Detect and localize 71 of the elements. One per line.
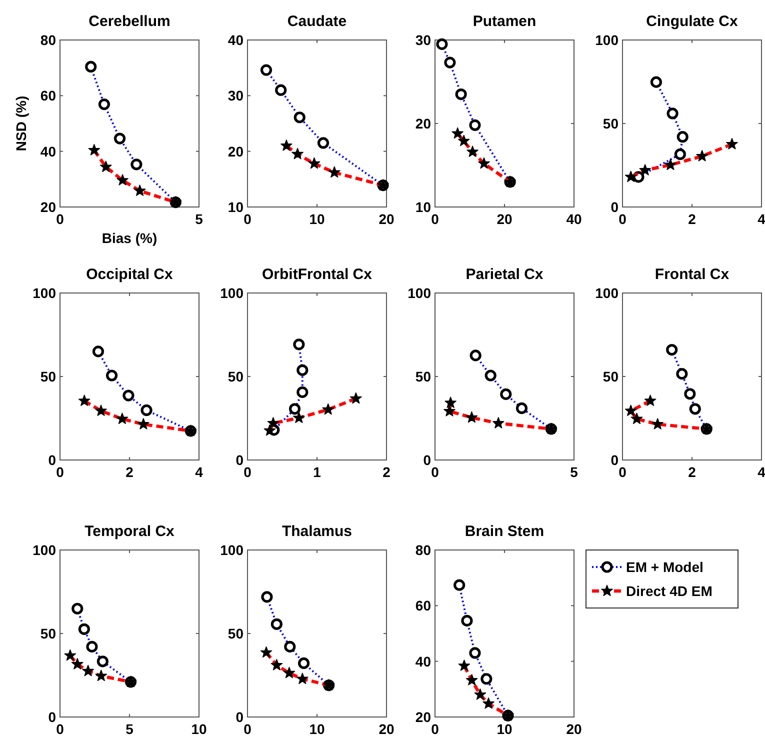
x-tick-label: 20 xyxy=(496,211,512,227)
y-tick-label: 0 xyxy=(48,709,56,725)
x-tick-label: 2 xyxy=(126,464,134,480)
legend-label: EM + Model xyxy=(626,559,704,575)
x-tick-label: 40 xyxy=(566,211,582,227)
x-tick-label: 20 xyxy=(566,721,582,737)
y-tick-label: 100 xyxy=(32,285,56,301)
y-axis-title: NSD (%) xyxy=(13,96,29,152)
x-tick-label: 4 xyxy=(758,464,765,480)
y-tick-label: 60 xyxy=(40,88,56,104)
y-tick-label: 60 xyxy=(415,598,432,614)
y-tick-label: 50 xyxy=(415,368,432,384)
x-tick-label: 1 xyxy=(313,464,322,480)
x-tick-label: 10 xyxy=(309,211,325,227)
y-tick-label: 0 xyxy=(423,452,432,468)
x-tick-label: 2 xyxy=(688,211,696,227)
y-tick-label: 100 xyxy=(32,542,56,558)
x-axis-title: Bias (%) xyxy=(102,230,158,246)
legend-label: Direct 4D EM xyxy=(626,583,712,599)
chart-title: OrbitFrontal Cx xyxy=(262,266,373,283)
y-tick-label: 100 xyxy=(220,285,244,301)
x-tick-label: 10 xyxy=(496,721,512,737)
x-tick-label: 4 xyxy=(758,211,765,227)
x-tick-label: 5 xyxy=(126,721,134,737)
x-tick-label: 5 xyxy=(195,211,204,227)
x-tick-label: 20 xyxy=(378,211,394,227)
x-tick-label: 4 xyxy=(195,464,204,480)
chart-title: Temporal Cx xyxy=(84,523,176,540)
chart-title: Parietal Cx xyxy=(466,266,544,283)
y-tick-label: 10 xyxy=(228,199,244,215)
y-tick-label: 50 xyxy=(40,626,56,642)
chart-title: Brain Stem xyxy=(464,523,544,540)
y-tick-label: 20 xyxy=(40,199,56,215)
chart-title: Thalamus xyxy=(282,523,352,540)
y-tick-label: 100 xyxy=(595,32,619,48)
chart-title: Putamen xyxy=(472,13,536,30)
y-tick-label: 50 xyxy=(40,368,56,384)
x-tick-label: 20 xyxy=(378,721,394,737)
y-tick-label: 30 xyxy=(415,32,432,48)
x-tick-label: 10 xyxy=(191,721,207,737)
y-tick-label: 50 xyxy=(602,116,619,132)
chart-title: Occipital Cx xyxy=(86,266,174,283)
chart-title: Cerebellum xyxy=(88,13,170,30)
y-tick-label: 80 xyxy=(40,32,56,48)
y-tick-label: 20 xyxy=(415,709,432,725)
y-tick-label: 20 xyxy=(228,143,244,160)
chart-title: Caudate xyxy=(287,13,347,30)
y-tick-label: 50 xyxy=(228,626,244,642)
chart-title: Frontal Cx xyxy=(654,266,730,283)
y-tick-label: 20 xyxy=(415,116,432,132)
y-tick-label: 80 xyxy=(415,542,432,558)
y-tick-label: 50 xyxy=(228,368,244,384)
x-tick-label: 2 xyxy=(382,464,391,480)
y-tick-label: 50 xyxy=(602,368,619,384)
y-tick-label: 100 xyxy=(595,285,619,301)
y-tick-label: 100 xyxy=(220,542,244,558)
x-tick-label: 5 xyxy=(570,464,578,480)
y-tick-label: 100 xyxy=(408,285,432,301)
y-tick-label: 0 xyxy=(610,199,619,215)
y-tick-label: 40 xyxy=(228,32,244,48)
y-tick-label: 0 xyxy=(610,452,619,468)
y-tick-label: 40 xyxy=(40,143,56,160)
y-tick-label: 30 xyxy=(228,88,244,104)
y-tick-label: 0 xyxy=(236,709,244,725)
y-tick-label: 40 xyxy=(415,653,432,670)
x-tick-label: 10 xyxy=(309,721,325,737)
x-tick-label: 2 xyxy=(688,464,696,480)
y-tick-label: 0 xyxy=(48,452,56,468)
y-tick-label: 10 xyxy=(415,199,432,215)
chart-title: Cingulate Cx xyxy=(646,13,738,30)
y-tick-label: 0 xyxy=(236,452,244,468)
